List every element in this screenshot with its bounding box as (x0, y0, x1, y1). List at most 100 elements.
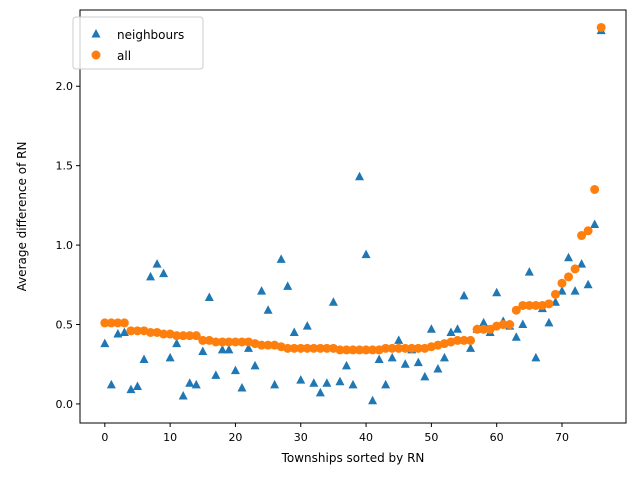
point-neighbours (400, 359, 410, 368)
point-all (466, 335, 476, 345)
point-neighbours (106, 379, 116, 389)
legend-label-neighbours: neighbours (117, 28, 184, 42)
legend-marker-all (91, 50, 101, 60)
point-all (185, 331, 195, 341)
point-neighbours (355, 171, 365, 181)
point-all (381, 343, 391, 353)
point-all (224, 337, 234, 347)
point-all (113, 318, 123, 328)
x-tick-label: 70 (555, 431, 569, 444)
legend-frame (72, 16, 204, 70)
point-all (564, 272, 574, 282)
point-neighbours (557, 286, 567, 295)
point-all (570, 264, 580, 274)
point-all (341, 345, 351, 355)
point-neighbours (257, 286, 267, 295)
point-neighbours (159, 268, 169, 278)
point-neighbours (302, 321, 312, 330)
point-neighbours (381, 379, 391, 389)
point-all (452, 335, 462, 345)
x-tick-label: 0 (101, 431, 108, 444)
point-neighbours (564, 252, 574, 262)
point-all (413, 343, 423, 353)
point-neighbours (511, 332, 521, 341)
point-all (400, 343, 410, 353)
point-all (126, 326, 136, 336)
y-tick-label: 1.5 (56, 160, 74, 173)
point-neighbours (328, 297, 338, 306)
point-neighbours (237, 383, 247, 392)
point-neighbours (224, 344, 234, 354)
x-tick-label: 60 (490, 431, 504, 444)
point-all (257, 340, 267, 350)
point-neighbours (322, 378, 332, 387)
point-all (159, 329, 169, 339)
point-all (178, 331, 188, 341)
point-neighbours (492, 287, 502, 297)
point-all (289, 343, 299, 353)
point-neighbours (152, 259, 162, 268)
point-neighbours (119, 327, 129, 336)
point-all (237, 337, 247, 347)
point-all (407, 343, 417, 353)
point-neighbours (126, 384, 136, 394)
point-neighbours (289, 327, 299, 336)
point-all (387, 343, 397, 353)
point-all (531, 300, 541, 310)
point-neighbours (230, 365, 240, 375)
point-neighbours (433, 363, 443, 373)
x-tick-label: 40 (359, 431, 373, 444)
legend: neighbours all (72, 16, 204, 70)
point-all (322, 343, 332, 353)
point-all (106, 318, 116, 328)
point-all (368, 345, 378, 355)
point-neighbours (394, 335, 404, 344)
point-all (472, 324, 482, 334)
point-all (577, 231, 587, 241)
point-all (315, 343, 325, 353)
point-neighbours (341, 360, 351, 370)
point-neighbours (198, 346, 208, 356)
point-neighbours (139, 354, 149, 363)
point-all (309, 343, 319, 353)
point-all (198, 335, 208, 345)
x-tick-label: 30 (294, 431, 308, 444)
point-all (100, 318, 110, 328)
point-neighbours (420, 371, 430, 381)
x-tick-label: 20 (228, 431, 242, 444)
point-all (590, 184, 600, 194)
plot-area (79, 9, 627, 424)
point-neighbours (452, 324, 462, 333)
point-all (348, 345, 358, 355)
legend-marker-neighbours (91, 29, 101, 38)
point-all (596, 22, 606, 32)
point-all (119, 318, 129, 328)
point-neighbours (146, 271, 156, 281)
point-neighbours (315, 387, 325, 397)
point-all (302, 343, 312, 353)
x-tick-label: 10 (163, 431, 177, 444)
point-neighbours (426, 324, 436, 333)
point-neighbours (211, 370, 221, 379)
point-neighbours (577, 259, 587, 268)
point-all (296, 343, 306, 353)
point-all (394, 343, 404, 353)
y-tick-label: 1.0 (56, 239, 74, 252)
point-neighbours (191, 379, 201, 389)
y-axis: 0.0 0.5 1.0 1.5 2.0 (56, 80, 80, 411)
point-neighbours (132, 381, 142, 390)
point-neighbours (244, 343, 254, 352)
x-axis: 0 10 20 30 40 50 60 70 (101, 423, 569, 444)
point-all (263, 340, 273, 350)
point-all (479, 324, 489, 334)
point-neighbours (276, 254, 286, 263)
y-tick-label: 0.0 (56, 398, 74, 411)
point-all (361, 345, 371, 355)
point-neighbours (217, 344, 227, 354)
point-neighbours (590, 219, 600, 228)
point-all (544, 299, 554, 309)
point-neighbours (348, 379, 358, 389)
point-neighbours (466, 343, 476, 352)
point-all (550, 289, 560, 299)
point-all (132, 326, 142, 336)
